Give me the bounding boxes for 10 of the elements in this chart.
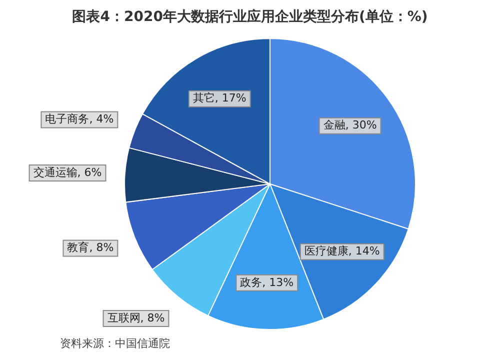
slice-label: 交通运输, 6%: [33, 166, 102, 179]
chart-title: 图表4：2020年大数据行业应用企业类型分布(单位：%): [71, 8, 429, 26]
slice-label: 其它, 17%: [192, 92, 246, 105]
slice-label: 电子商务, 4%: [45, 112, 114, 126]
slice-label: 金融, 30%: [323, 118, 377, 132]
slice-label: 互联网, 8%: [107, 311, 165, 324]
text: 资料来源：中国信通院: [60, 336, 170, 351]
slice-label: 教育, 8%: [67, 241, 114, 254]
slice-label: 医疗健康, 14%: [304, 244, 380, 258]
slice-label: 政务, 13%: [240, 276, 294, 289]
